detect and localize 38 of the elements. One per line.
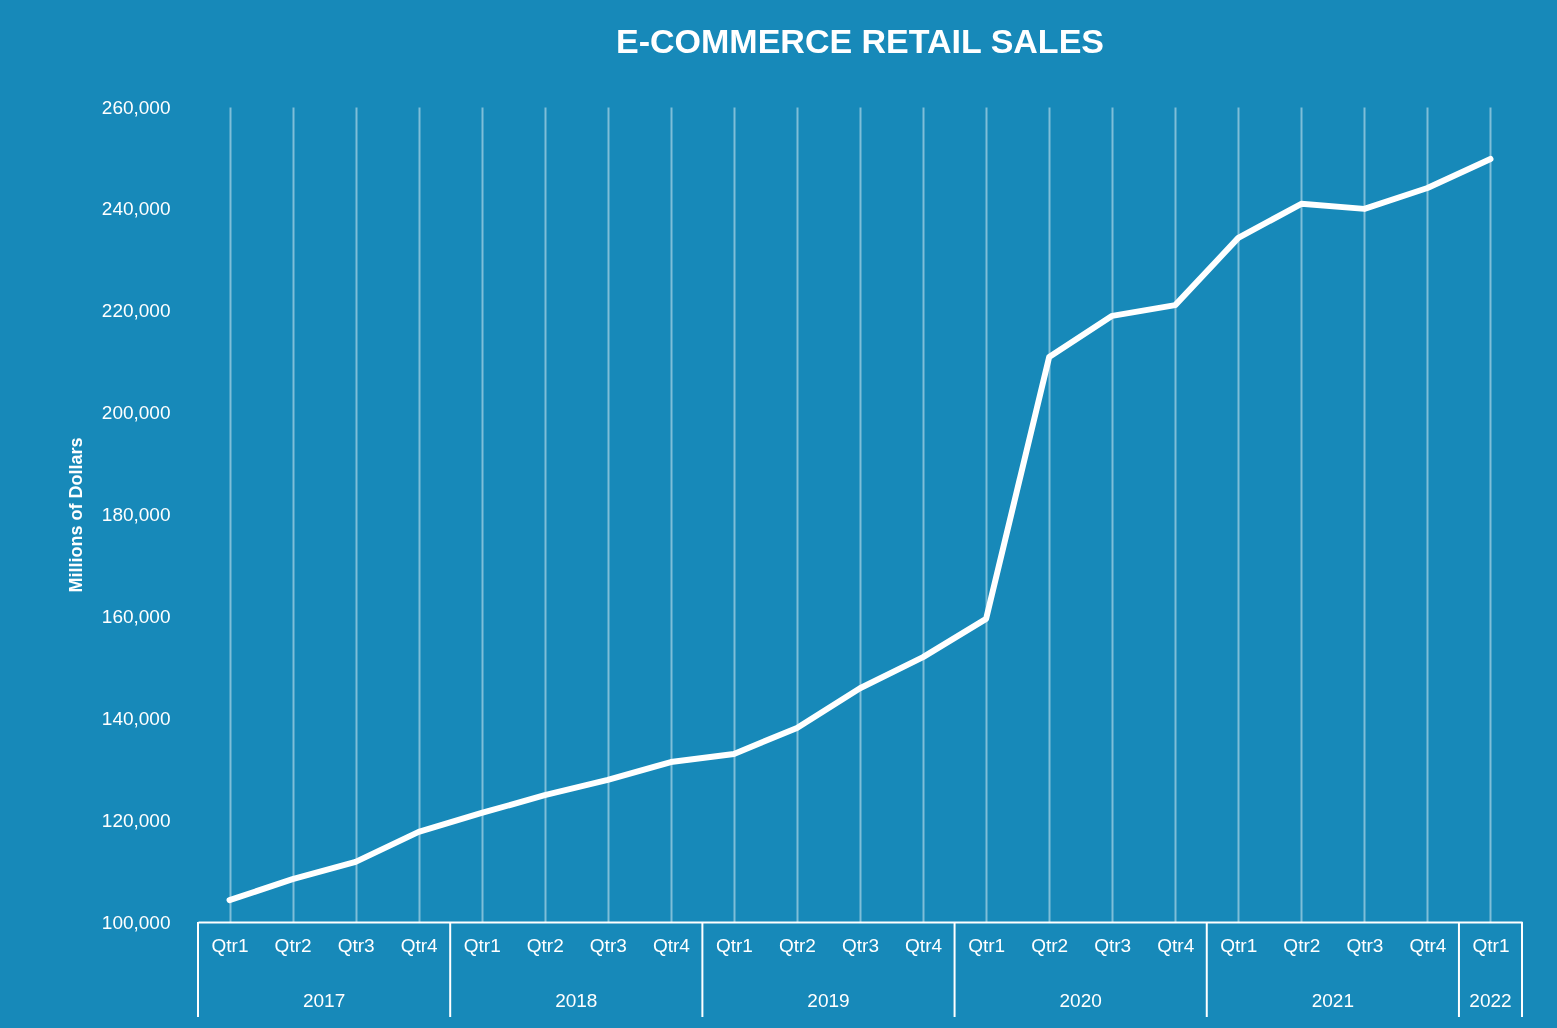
y-tick-label: 140,000 <box>101 707 171 729</box>
x-tick-label: Qtr2 <box>526 934 564 956</box>
x-tick-label: Qtr3 <box>589 934 627 956</box>
text: 2022 <box>1469 990 1512 1011</box>
x-tick-label: Qtr1 <box>1220 934 1258 956</box>
y-tick-label: 180,000 <box>101 504 171 525</box>
text: 2020 <box>1059 990 1102 1011</box>
x-tick-label: Qtr1 <box>211 934 249 956</box>
x-tick-label: Qtr1 <box>1472 934 1510 956</box>
text: 2019 <box>807 990 850 1011</box>
y-axis-title: Millions of Dollars <box>65 437 86 593</box>
y-tick-label: 120,000 <box>101 809 171 831</box>
x-tick-label: Qtr3 <box>842 934 879 956</box>
text: 2021 <box>1311 990 1354 1011</box>
chart-title: E-COMMERCE RETAIL SALES <box>616 22 1104 60</box>
x-tick-label: Qtr1 <box>968 934 1006 956</box>
x-tick-label: Qtr2 <box>1031 934 1069 956</box>
x-tick-label: Qtr4 <box>905 934 943 956</box>
x-tick-label: Qtr1 <box>463 934 501 956</box>
x-tick-label: Qtr3 <box>1094 934 1132 956</box>
y-tick-label: 200,000 <box>101 402 171 424</box>
x-tick-label: Qtr4 <box>652 934 691 956</box>
x-tick-label: Qtr2 <box>778 934 816 956</box>
x-tick-label: Qtr1 <box>715 934 753 956</box>
y-tick-label: 100,000 <box>101 911 171 933</box>
text: 2017 <box>302 990 346 1011</box>
text: 2018 <box>555 990 598 1011</box>
x-tick-label: Qtr4 <box>1409 934 1447 956</box>
y-tick-label: 260,000 <box>101 96 171 118</box>
x-tick-label: Qtr2 <box>274 934 312 956</box>
y-tick-label: 240,000 <box>101 198 171 220</box>
x-tick-label: Qtr4 <box>1157 934 1195 956</box>
x-tick-label: Qtr4 <box>400 934 439 956</box>
y-tick-label: 220,000 <box>101 300 171 322</box>
x-tick-label: Qtr3 <box>337 934 375 956</box>
x-tick-label: Qtr2 <box>1283 934 1321 956</box>
x-tick-label: Qtr3 <box>1346 934 1384 956</box>
y-tick-label: 160,000 <box>101 605 171 627</box>
